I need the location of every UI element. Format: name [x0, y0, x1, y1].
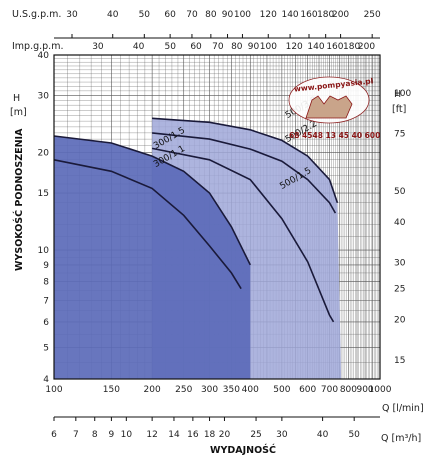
- impgpm-tick: 60: [190, 42, 202, 52]
- h-axis-title: WYSOKOŚĆ PODNOSZENIA: [13, 128, 25, 271]
- q-m3h-tick: 20: [219, 430, 231, 440]
- usgpm-tick: 30: [66, 10, 78, 20]
- impgpm-tick: 70: [212, 42, 224, 52]
- q-m3h-tick: 12: [146, 430, 157, 440]
- h-m-tick: 9: [43, 261, 49, 271]
- q-lmin-tick: 600: [299, 385, 316, 395]
- q-m3h-tick: 8: [92, 430, 98, 440]
- impgpm-tick: 100: [260, 42, 277, 52]
- usgpm-tick: 80: [205, 10, 217, 20]
- impgpm-tick: 90: [248, 42, 260, 52]
- usgpm-tick: 180: [317, 10, 334, 20]
- q-m3h-tick: 14: [168, 430, 180, 440]
- usgpm-tick: 160: [300, 10, 317, 20]
- pump-curves: [53, 117, 339, 323]
- q-lmin-tick: 400: [242, 385, 259, 395]
- impgpm-tick: 40: [133, 42, 145, 52]
- usgpm-tick: 100: [234, 10, 251, 20]
- h-m-tick: 8: [43, 277, 49, 287]
- q-m3h-tick: 6: [51, 430, 57, 440]
- h-m-tick: 40: [38, 51, 50, 61]
- h-ft-tick: 25: [394, 284, 405, 294]
- curve-500-2-2: [152, 132, 337, 214]
- h-ft-tick: 75: [394, 130, 405, 140]
- h-ft-letter: H: [394, 89, 401, 100]
- h-axis-letter: H: [13, 93, 20, 104]
- axis-ticks: 100 150 200 250 300 350 400 500 600 700 800 9001000…: [38, 10, 412, 440]
- q-m3h-tick: 7: [73, 430, 79, 440]
- usgpm-axis-label: U.S.g.p.m.: [12, 9, 61, 20]
- q-m3h-tick: 40: [317, 430, 329, 440]
- impgpm-tick: 200: [358, 42, 375, 52]
- area-300: [54, 136, 251, 379]
- curve-300-1-5: [53, 135, 252, 266]
- q-lmin-tick: 150: [103, 385, 120, 395]
- q-m3h-tick: 50: [348, 430, 360, 440]
- h-m-tick: 30: [38, 91, 50, 101]
- q-lmin-tick: 200: [144, 385, 161, 395]
- h-m-tick: 20: [38, 149, 50, 159]
- q-m3h-axis-label: Q [m³/h]: [381, 433, 421, 444]
- impgpm-tick: 50: [165, 42, 177, 52]
- q-m3h-tick: 10: [121, 430, 133, 440]
- impgpm-tick: 180: [343, 42, 360, 52]
- usgpm-tick: 60: [164, 10, 176, 20]
- q-lmin-tick: 300: [201, 385, 218, 395]
- q-m3h-tick: 18: [204, 430, 216, 440]
- h-ft-tick: 15: [394, 356, 405, 366]
- h-ft-tick: 100: [394, 89, 411, 99]
- h-m-tick: 15: [38, 189, 49, 199]
- impgpm-tick: 160: [326, 42, 343, 52]
- q-m3h-tick: 16: [187, 430, 199, 440]
- usgpm-tick: 70: [186, 10, 198, 20]
- q-m3h-tick: 25: [250, 430, 261, 440]
- h-m-tick: 5: [43, 344, 49, 354]
- usgpm-tick: 200: [332, 10, 349, 20]
- h-ft-tick: 20: [394, 316, 406, 326]
- q-m3h-tick: 9: [109, 430, 115, 440]
- h-ft-tick: 30: [394, 259, 406, 269]
- q-lmin-tick: 250: [175, 385, 192, 395]
- impgpm-tick: 30: [92, 42, 104, 52]
- usgpm-tick: 120: [260, 10, 277, 20]
- impgpm-tick: 140: [307, 42, 324, 52]
- q-lmin-tick: 700: [321, 385, 338, 395]
- h-m-tick: 10: [38, 246, 50, 256]
- usgpm-tick: 140: [281, 10, 298, 20]
- plot-border: [53, 54, 381, 380]
- usgpm-tick: 50: [139, 10, 151, 20]
- q-lmin-tick: 800: [340, 385, 357, 395]
- h-ft-unit: [ft]: [392, 104, 406, 115]
- brand-logo: www.pompyasia.pl 68 4548 13 45 40 600: [288, 76, 380, 140]
- q-axis-title: WYDAJNOŚĆ: [210, 444, 276, 456]
- curve-500-1-5: [151, 147, 335, 323]
- h-m-tick: 7: [43, 296, 49, 306]
- q-lmin-tick: 500: [273, 385, 290, 395]
- q-lmin-tick: 900: [356, 385, 373, 395]
- usgpm-tick: 250: [364, 10, 381, 20]
- q-m3h-tick: 30: [276, 430, 288, 440]
- q-lmin-tick: 1000: [369, 385, 392, 395]
- usgpm-tick: 90: [222, 10, 234, 20]
- impgpm-tick: 120: [286, 42, 303, 52]
- h-axis-unit: [m]: [10, 107, 27, 118]
- usgpm-tick: 40: [107, 10, 119, 20]
- h-ft-tick: 50: [394, 187, 406, 197]
- h-ft-tick: 40: [394, 218, 406, 228]
- curve-500-3-0: [152, 117, 339, 203]
- h-m-tick: 6: [43, 318, 49, 328]
- h-m-tick: 4: [43, 375, 49, 385]
- q-lmin-tick: 350: [223, 385, 240, 395]
- q-lmin-tick: 100: [45, 385, 62, 395]
- impgpm-axis-label: Imp.g.p.m.: [12, 41, 63, 52]
- impgpm-tick: 80: [231, 42, 243, 52]
- logo-figure-icon: [305, 95, 353, 119]
- curve-300-1-1: [53, 159, 242, 290]
- logo-phone: 68 4548 13 45 40 600: [289, 131, 380, 140]
- q-lmin-axis-label: Q [l/min]: [382, 403, 424, 414]
